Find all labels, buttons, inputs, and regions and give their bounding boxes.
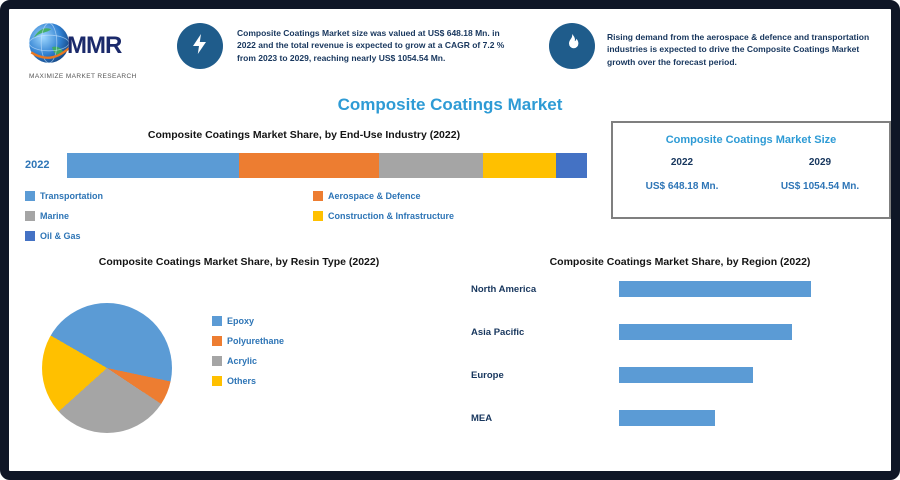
pie-legend: Epoxy Polyurethane Acrylic Others bbox=[212, 316, 284, 386]
legend-swatch bbox=[212, 376, 222, 386]
legend-swatch bbox=[25, 191, 35, 201]
region-label: North America bbox=[471, 283, 537, 295]
legend-item-construction-infrastructure: Construction & Infrastructure bbox=[313, 211, 590, 221]
region-label: Asia Pacific bbox=[471, 326, 525, 338]
legend-item-oil-gas: Oil & Gas bbox=[25, 231, 313, 241]
legend-swatch bbox=[212, 336, 222, 346]
legend-swatch bbox=[212, 316, 222, 326]
region-row-north-america: North America bbox=[471, 281, 891, 297]
pie-chart-title: Composite Coatings Market Share, by Resi… bbox=[98, 256, 380, 268]
brand-name: MMR bbox=[67, 31, 122, 59]
pie-legend-item-acrylic: Acrylic bbox=[212, 356, 284, 366]
market-size-col-2029: 2029 US$ 1054.54 Mn. bbox=[751, 157, 889, 192]
legend-label: Aerospace & Defence bbox=[328, 191, 421, 201]
region-label: Europe bbox=[471, 369, 504, 381]
flame-icon bbox=[560, 32, 584, 61]
market-size-year: 2029 bbox=[808, 157, 832, 168]
legend-label: Others bbox=[227, 376, 257, 386]
bar-segment-construction-infrastructure bbox=[482, 153, 556, 178]
region-label: MEA bbox=[471, 412, 493, 424]
legend-item-marine: Marine bbox=[25, 211, 313, 221]
market-size-box: Composite Coatings Market Size 2022 US$ … bbox=[611, 121, 891, 219]
region-bar bbox=[619, 324, 792, 340]
market-size-value: US$ 648.18 Mn. bbox=[645, 181, 719, 192]
region-chart-title: Composite Coatings Market Share, by Regi… bbox=[549, 256, 811, 268]
region-bar bbox=[619, 367, 753, 383]
legend-swatch bbox=[313, 211, 323, 221]
legend-label: Polyurethane bbox=[227, 336, 285, 346]
stacked-bar bbox=[67, 153, 587, 178]
brand-logo: MMR MAXIMIZE MARKET RESEARCH bbox=[25, 19, 165, 80]
legend-item-transportation: Transportation bbox=[25, 191, 313, 201]
stacked-chart-title: Composite Coatings Market Share, by End-… bbox=[147, 129, 461, 141]
bar-segment-aerospace-defence bbox=[238, 153, 379, 178]
legend-swatch bbox=[25, 211, 35, 221]
legend-label: Marine bbox=[40, 211, 70, 221]
stacked-legend: Transportation Aerospace & Defence Marine C… bbox=[25, 191, 590, 241]
market-size-year: 2022 bbox=[670, 157, 694, 168]
driver-badge bbox=[549, 23, 595, 69]
region-chart: North America Asia Pacific Europe MEA bbox=[471, 281, 891, 453]
legend-label: Construction & Infrastructure bbox=[328, 211, 455, 221]
market-summary-note: Composite Coatings Market size was value… bbox=[237, 28, 505, 63]
legend-swatch bbox=[25, 231, 35, 241]
region-row-mea: MEA bbox=[471, 410, 891, 426]
legend-item-aerospace-defence: Aerospace & Defence bbox=[313, 191, 590, 201]
market-size-title: Composite Coatings Market Size bbox=[665, 134, 837, 146]
page-title: Composite Coatings Market bbox=[337, 95, 563, 114]
lightning-icon bbox=[188, 32, 212, 61]
legend-label: Oil & Gas bbox=[40, 231, 81, 241]
brand-tagline: MAXIMIZE MARKET RESEARCH bbox=[29, 73, 137, 80]
bar-segment-marine bbox=[378, 153, 483, 178]
value-badge bbox=[177, 23, 223, 69]
market-size-col-2022: 2022 US$ 648.18 Mn. bbox=[613, 157, 751, 192]
region-bar bbox=[619, 281, 811, 297]
market-size-value: US$ 1054.54 Mn. bbox=[780, 181, 860, 192]
bar-segment-transportation bbox=[67, 153, 239, 178]
legend-label: Acrylic bbox=[227, 356, 258, 366]
region-bar bbox=[619, 410, 715, 426]
stacked-bar-year-label: 2022 bbox=[25, 159, 50, 171]
legend-label: Epoxy bbox=[227, 316, 255, 326]
region-row-asia-pacific: Asia Pacific bbox=[471, 324, 891, 340]
legend-swatch bbox=[313, 191, 323, 201]
region-row-europe: Europe bbox=[471, 367, 891, 383]
globe-icon bbox=[25, 19, 73, 72]
pie-chart bbox=[42, 303, 172, 433]
pie-legend-item-others: Others bbox=[212, 376, 284, 386]
market-driver-note: Rising demand from the aerospace & defen… bbox=[607, 32, 870, 67]
legend-label: Transportation bbox=[40, 191, 104, 201]
pie-legend-item-polyurethane: Polyurethane bbox=[212, 336, 284, 346]
bar-segment-oil-gas bbox=[555, 153, 587, 178]
legend-swatch bbox=[212, 356, 222, 366]
pie-legend-item-epoxy: Epoxy bbox=[212, 316, 284, 326]
